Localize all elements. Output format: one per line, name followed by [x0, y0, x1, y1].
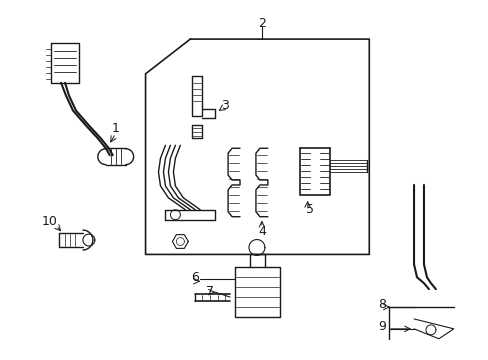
Text: 9: 9 [378, 320, 386, 333]
Text: 3: 3 [221, 99, 228, 112]
Text: 5: 5 [305, 203, 313, 216]
Text: 1: 1 [112, 122, 120, 135]
Polygon shape [413, 319, 453, 339]
Text: 6: 6 [191, 271, 199, 284]
Text: 7: 7 [206, 285, 214, 298]
Text: 10: 10 [41, 215, 57, 228]
Text: 2: 2 [258, 17, 265, 30]
Text: 4: 4 [258, 225, 265, 238]
Text: 8: 8 [377, 297, 386, 311]
